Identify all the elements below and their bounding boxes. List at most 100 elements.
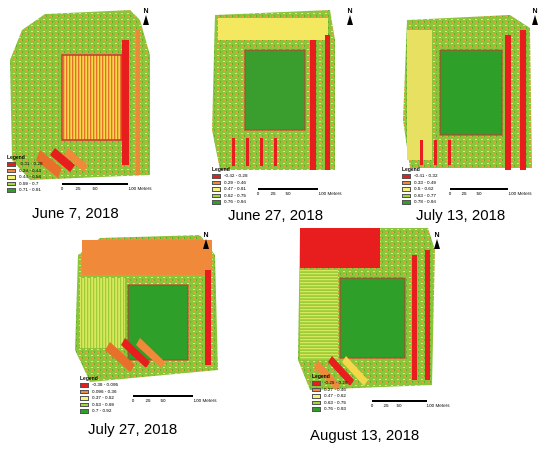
- legend-entry: 0.76 - 0.93: [312, 406, 348, 413]
- map-panel-august-13: [298, 228, 435, 390]
- north-label: N: [347, 8, 353, 15]
- legend-entry: 0.29 - 0.46: [212, 180, 248, 187]
- legend-4: Legend -0.38 - 0.095 0.096 - 0.36 0.37 -…: [80, 376, 118, 415]
- scale-bar-graphic: [133, 395, 193, 397]
- legend-entry: -0.42 - 0.28: [212, 173, 248, 180]
- scale-tick: 0: [60, 186, 64, 191]
- north-label: N: [143, 8, 149, 15]
- legend-label: 0.37 - 0.52: [92, 395, 114, 401]
- scale-tick: 25: [270, 191, 276, 196]
- map-panel-june-7: [10, 10, 150, 180]
- legend-swatch: [212, 187, 221, 192]
- legend-entry: 0.63 - 0.77: [402, 193, 438, 200]
- legend-title: Legend: [80, 376, 98, 382]
- legend-entry: 0.37 - 0.52: [80, 395, 118, 402]
- legend-label: 0.29 - 0.43: [19, 167, 41, 173]
- legend-swatch: [7, 162, 16, 167]
- scale-tick: 0: [256, 191, 260, 196]
- legend-swatch: [212, 180, 221, 185]
- scale-bar-graphic: [258, 188, 318, 190]
- legend-entry: 0.78 - 0.94: [402, 199, 438, 206]
- legend-swatch: [212, 193, 221, 198]
- north-label: N: [203, 232, 209, 239]
- legend-entry: 0.44 - 0.58: [7, 174, 43, 181]
- legend-entry: -0.25 - 0.26: [312, 380, 348, 387]
- north-arrow-1: N: [143, 8, 149, 25]
- scale-tick: 50: [285, 191, 291, 196]
- scale-tick: 25: [461, 191, 467, 196]
- legend-swatch: [312, 407, 321, 412]
- legend-title: Legend: [212, 167, 230, 173]
- legend-label: -0.38 - 0.095: [92, 382, 119, 388]
- legend-swatch: [80, 409, 89, 414]
- scale-tick: 25: [383, 403, 389, 408]
- scale-tick: 100 Meters: [318, 191, 342, 196]
- date-caption-august-13: August 13, 2018: [310, 427, 420, 444]
- map-panel-june-27: [212, 10, 335, 170]
- legend-swatch: [212, 174, 221, 179]
- north-arrow-icon: [532, 15, 538, 25]
- legend-entry: -0.38 - 0.095: [80, 382, 118, 389]
- scale-bar-graphic: [372, 400, 427, 402]
- legend-swatch: [402, 200, 411, 205]
- legend-label: 0.62 - 0.75: [224, 192, 246, 198]
- north-label: N: [532, 8, 538, 15]
- legend-entry: 0.5 - 0.62: [402, 186, 438, 193]
- north-arrow-icon: [143, 15, 149, 25]
- legend-entry: 0.27 - 0.46: [312, 387, 348, 394]
- legend-swatch: [312, 381, 321, 386]
- map-panel-july-13: [403, 15, 532, 170]
- legend-entry: 0.71 - 0.91: [7, 187, 43, 194]
- legend-label: 0.78 - 0.94: [414, 199, 436, 205]
- legend-label: -0.25 - 0.26: [324, 380, 348, 386]
- legend-title: Legend: [312, 374, 330, 380]
- legend-5: Legend -0.25 - 0.26 0.27 - 0.46 0.47 - 0…: [312, 374, 348, 413]
- legend-swatch: [312, 387, 321, 392]
- scale-tick: 0: [448, 191, 452, 196]
- legend-entry: 0.47 - 0.62: [312, 393, 348, 400]
- scale-bar-graphic: [62, 183, 128, 185]
- legend-entry: -0.41 - 0.32: [402, 173, 438, 180]
- legend-label: 0.27 - 0.46: [324, 386, 346, 392]
- legend-label: 0.63 - 0.77: [414, 192, 436, 198]
- legend-entry: 0.62 - 0.75: [212, 193, 248, 200]
- legend-swatch: [80, 389, 89, 394]
- scale-tick: 0: [370, 403, 374, 408]
- legend-label: 0.29 - 0.46: [224, 179, 246, 185]
- scale-tick: 0: [131, 398, 135, 403]
- north-arrow-icon: [203, 239, 209, 249]
- legend-entry: 0.096 - 0.36: [80, 389, 118, 396]
- legend-swatch: [402, 187, 411, 192]
- north-arrow-icon: [434, 239, 440, 249]
- legend-label: 0.63 - 0.75: [324, 399, 346, 405]
- legend-label: -0.31 - 0.28: [19, 161, 43, 167]
- legend-label: 0.76 - 0.93: [324, 406, 346, 412]
- scale-tick: 50: [92, 186, 98, 191]
- scale-tick: 100 Meters: [426, 403, 450, 408]
- date-caption-june-27: June 27, 2018: [228, 207, 324, 224]
- scale-tick: 50: [160, 398, 166, 403]
- legend-label: -0.42 - 0.28: [224, 173, 248, 179]
- legend-swatch: [80, 402, 89, 407]
- legend-swatch: [7, 168, 16, 173]
- legend-swatch: [7, 181, 16, 186]
- legend-label: 0.76 - 0.94: [224, 199, 246, 205]
- date-caption-july-13: July 13, 2018: [416, 207, 506, 224]
- legend-label: 0.44 - 0.58: [19, 174, 41, 180]
- north-arrow-5: N: [434, 232, 440, 249]
- map-panel-july-27: [75, 235, 218, 382]
- legend-entry: 0.7 - 0.92: [80, 408, 118, 415]
- legend-swatch: [312, 394, 321, 399]
- legend-entry: 0.29 - 0.43: [7, 168, 43, 175]
- legend-2: Legend -0.42 - 0.28 0.29 - 0.46 0.47 - 0…: [212, 167, 248, 206]
- legend-entry: 0.47 - 0.61: [212, 186, 248, 193]
- scale-bar-graphic: [450, 188, 508, 190]
- legend-label: 0.53 - 0.69: [92, 401, 114, 407]
- date-caption-june-7: June 7, 2018: [32, 205, 119, 222]
- legend-3: Legend -0.41 - 0.32 0.33 - 0.49 0.5 - 0.…: [402, 167, 438, 206]
- north-arrow-3: N: [532, 8, 538, 25]
- legend-entry: -0.31 - 0.28: [7, 161, 43, 168]
- legend-entry: 0.76 - 0.94: [212, 199, 248, 206]
- north-arrow-2: N: [347, 8, 353, 25]
